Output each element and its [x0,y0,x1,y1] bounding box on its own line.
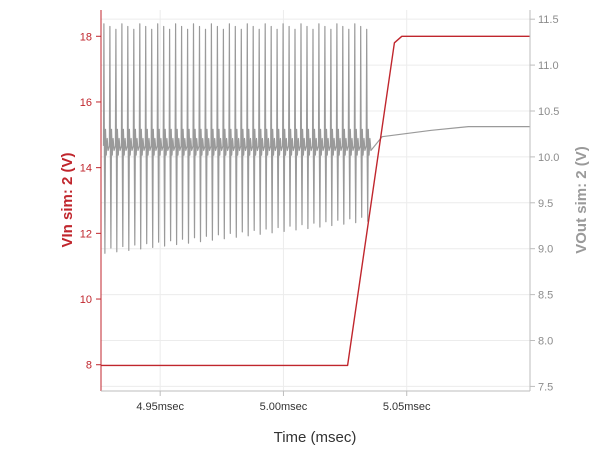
right-tick-label: 10.0 [538,152,559,164]
x-tick-label: 5.00msec [260,401,308,413]
x-tick-label: 5.05msec [383,401,431,413]
y-axis-label-left: VIn sim: 2 (V) [59,152,76,247]
right-tick-label: 8.5 [538,290,553,302]
right-tick-label: 11.5 [538,14,559,26]
right-tick-label: 10.5 [538,106,559,118]
series-vout-line [102,23,530,254]
left-tick-label: 8 [86,360,92,372]
left-tick-label: 18 [80,31,92,43]
right-tick-label: 9.5 [538,198,553,210]
x-tick-label: 4.95msec [136,401,184,413]
left-tick-label: 16 [80,97,92,109]
left-ticks: 8 10 12 14 16 18 [80,31,101,372]
x-ticks: 4.95msec 5.00msec 5.05msec [136,391,431,413]
series-layer [101,23,530,367]
right-tick-label: 11.0 [538,60,559,72]
left-tick-label: 10 [80,294,92,306]
axes [100,10,531,392]
right-tick-label: 7.5 [538,381,553,393]
y-axis-label-right: VOut sim: 2 (V) [573,146,590,254]
left-tick-label: 14 [80,163,92,175]
series-vin-line [101,35,530,367]
right-tick-label: 8.0 [538,336,553,348]
left-tick-label: 12 [80,228,92,240]
x-axis-label: Time (msec) [274,429,357,446]
right-tick-label: 9.0 [538,244,553,256]
right-ticks: 7.5 8.0 8.5 9.0 9.5 10.0 10.5 11.0 11.5 [530,14,559,393]
